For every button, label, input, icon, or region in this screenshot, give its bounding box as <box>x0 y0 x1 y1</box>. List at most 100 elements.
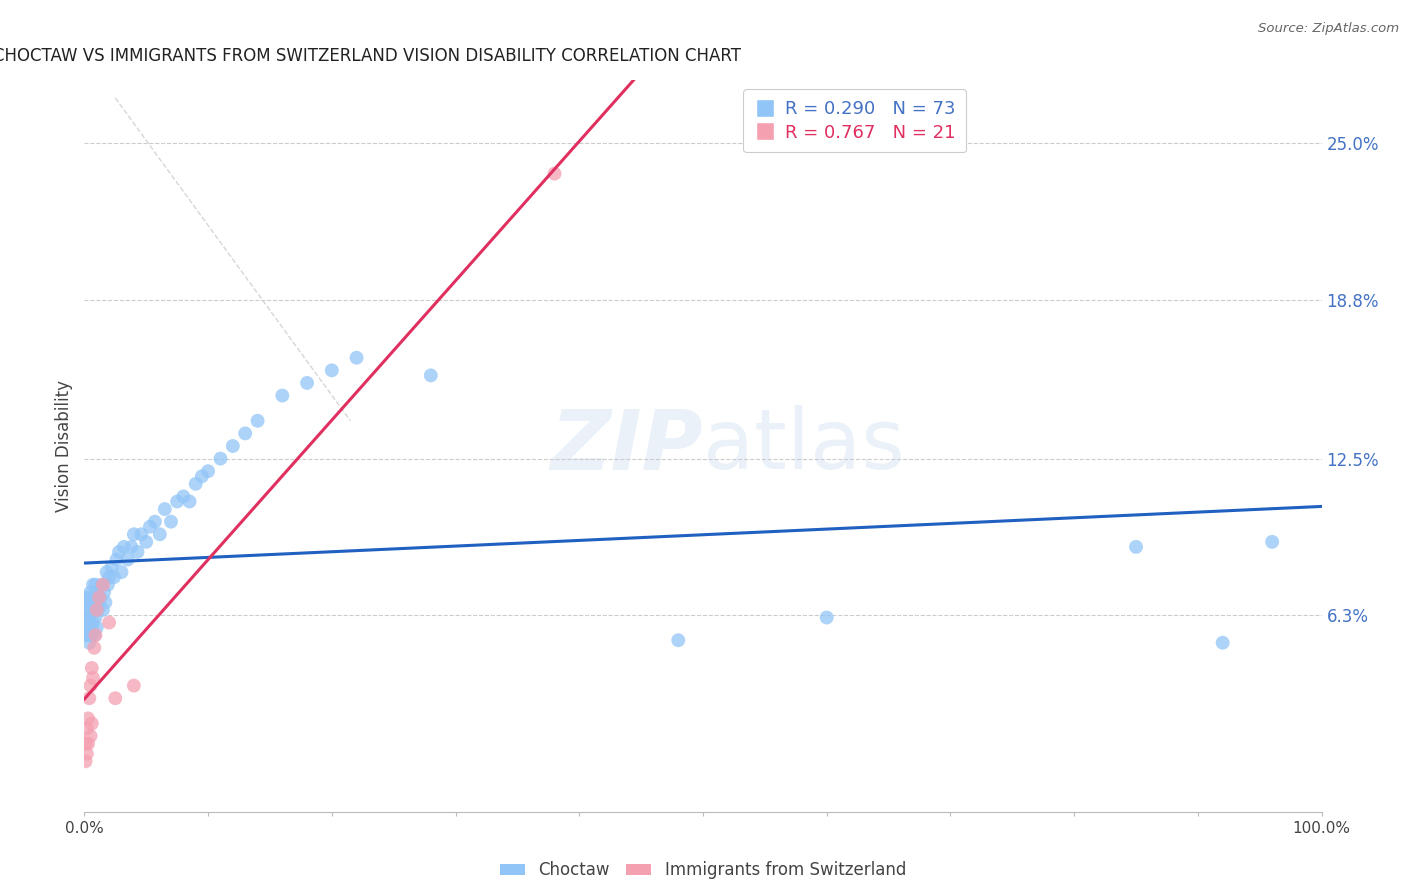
Point <box>222 439 245 453</box>
Point <box>76 722 98 736</box>
Point <box>233 426 256 441</box>
Point <box>209 451 232 466</box>
Point <box>129 527 152 541</box>
Point <box>84 578 107 592</box>
Point <box>91 603 114 617</box>
Point <box>77 615 100 630</box>
Point <box>77 595 100 609</box>
Point <box>103 570 125 584</box>
Point <box>75 628 97 642</box>
Point <box>321 363 343 377</box>
Point <box>120 540 142 554</box>
Point <box>139 519 162 533</box>
Point <box>79 591 101 605</box>
Point <box>77 711 100 725</box>
Point <box>1125 540 1147 554</box>
Point <box>91 578 114 592</box>
Point <box>184 476 207 491</box>
Point <box>76 610 98 624</box>
Point <box>1261 534 1284 549</box>
Point <box>105 552 128 566</box>
Point <box>96 565 118 579</box>
Point <box>110 565 132 579</box>
Point <box>108 545 131 559</box>
Point <box>94 595 117 609</box>
Point <box>83 628 105 642</box>
Point <box>84 628 107 642</box>
Point <box>1212 636 1234 650</box>
Point <box>79 603 101 617</box>
Point <box>89 595 111 609</box>
Point <box>117 552 139 566</box>
Point <box>271 388 294 402</box>
Point <box>97 578 120 592</box>
Point <box>122 679 145 693</box>
Point <box>75 615 97 630</box>
Point <box>346 351 368 365</box>
Point <box>127 545 149 559</box>
Point <box>86 603 108 617</box>
Text: atlas: atlas <box>703 406 904 486</box>
Point <box>90 578 112 592</box>
Point <box>82 671 104 685</box>
Point <box>149 527 172 541</box>
Point <box>79 585 101 599</box>
Point <box>815 610 838 624</box>
Point <box>79 628 101 642</box>
Point <box>98 570 121 584</box>
Point <box>76 747 98 761</box>
Point <box>77 628 100 642</box>
Point <box>76 603 98 617</box>
Point <box>83 595 105 609</box>
Point <box>86 621 108 635</box>
Point <box>80 661 103 675</box>
Point <box>104 691 127 706</box>
Point <box>82 615 104 630</box>
Point <box>76 621 98 635</box>
Text: ZIP: ZIP <box>550 406 703 486</box>
Point <box>246 414 269 428</box>
Point <box>191 469 214 483</box>
Point <box>79 636 101 650</box>
Point <box>86 585 108 599</box>
Point <box>82 578 104 592</box>
Point <box>160 515 183 529</box>
Point <box>135 534 157 549</box>
Point <box>80 716 103 731</box>
Legend: Choctaw, Immigrants from Switzerland: Choctaw, Immigrants from Switzerland <box>492 853 914 888</box>
Point <box>153 502 176 516</box>
Point <box>84 610 107 624</box>
Point <box>79 691 101 706</box>
Point <box>83 640 105 655</box>
Point <box>143 515 166 529</box>
Point <box>75 595 97 609</box>
Point <box>80 595 103 609</box>
Point <box>166 494 188 508</box>
Point <box>172 490 194 504</box>
Text: Source: ZipAtlas.com: Source: ZipAtlas.com <box>1258 22 1399 36</box>
Point <box>79 610 101 624</box>
Point <box>77 737 100 751</box>
Y-axis label: Vision Disability: Vision Disability <box>55 380 73 512</box>
Point <box>666 633 689 648</box>
Point <box>112 540 135 554</box>
Point <box>122 527 145 541</box>
Point <box>100 560 122 574</box>
Point <box>89 591 111 605</box>
Point <box>419 368 441 383</box>
Text: CHOCTAW VS IMMIGRANTS FROM SWITZERLAND VISION DISABILITY CORRELATION CHART: CHOCTAW VS IMMIGRANTS FROM SWITZERLAND V… <box>0 47 741 65</box>
Point <box>75 754 97 768</box>
Point <box>98 615 121 630</box>
Point <box>93 585 115 599</box>
Point <box>197 464 219 478</box>
Point <box>179 494 201 508</box>
Point <box>76 591 98 605</box>
Point <box>89 591 111 605</box>
Point <box>75 737 97 751</box>
Point <box>79 679 101 693</box>
Point <box>543 167 565 181</box>
Point <box>87 603 110 617</box>
Point <box>295 376 318 390</box>
Point <box>80 621 103 635</box>
Point <box>79 729 101 743</box>
